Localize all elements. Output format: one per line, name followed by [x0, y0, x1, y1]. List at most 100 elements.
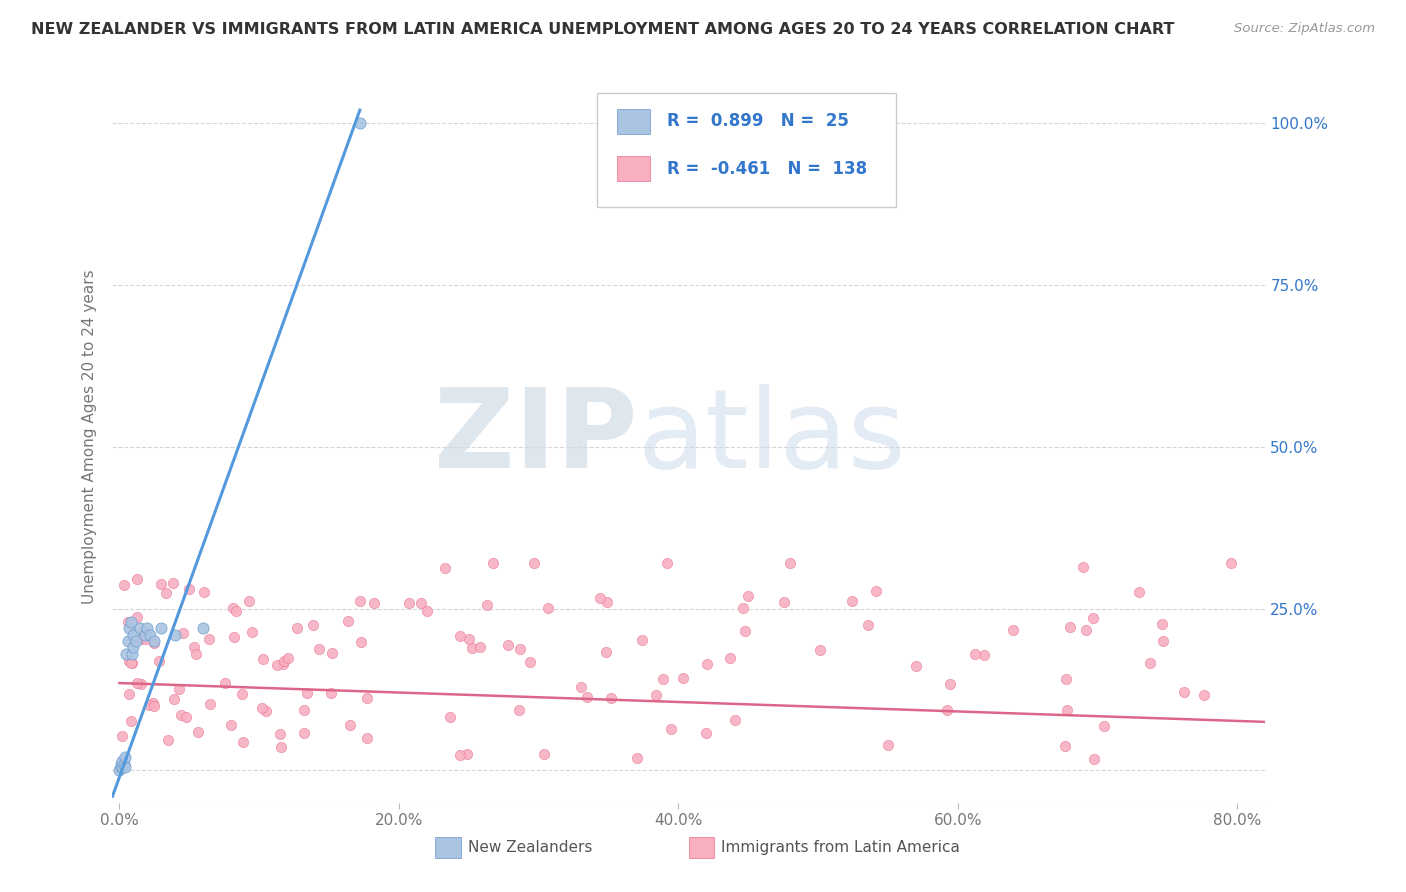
Point — [589, 591, 612, 605]
Text: NEW ZEALANDER VS IMMIGRANTS FROM LATIN AMERICA UNEMPLOYMENT AMONG AGES 20 TO 24 : NEW ZEALANDER VS IMMIGRANTS FROM LATIN A… — [31, 22, 1174, 37]
Point — [1194, 688, 1216, 702]
Point — [841, 594, 863, 608]
Point — [200, 697, 222, 711]
Point — [1083, 752, 1105, 766]
Point — [136, 621, 159, 635]
Point — [409, 596, 432, 610]
Point — [111, 729, 134, 743]
Point — [477, 599, 499, 613]
Point — [569, 680, 592, 694]
Point — [356, 731, 378, 746]
Point — [183, 640, 205, 655]
Point — [111, 754, 134, 768]
Text: Immigrants from Latin America: Immigrants from Latin America — [721, 840, 960, 855]
Point — [319, 685, 342, 699]
Point — [1059, 620, 1081, 634]
Point — [269, 727, 291, 741]
Point — [1054, 672, 1077, 686]
Point — [193, 621, 215, 635]
Point — [115, 647, 138, 661]
Point — [651, 672, 673, 686]
Point — [238, 594, 260, 608]
Point — [434, 561, 457, 575]
Point — [155, 586, 177, 600]
Point — [321, 646, 343, 660]
Point — [596, 595, 619, 609]
Point — [808, 642, 831, 657]
Point — [134, 627, 156, 641]
Point — [349, 594, 371, 608]
Point — [129, 632, 152, 646]
Bar — [617, 109, 650, 134]
Point — [184, 647, 207, 661]
Point — [129, 677, 152, 691]
Point — [150, 621, 173, 635]
Point — [127, 572, 149, 586]
Point — [1173, 685, 1195, 699]
Point — [363, 596, 385, 610]
Point — [1092, 719, 1115, 733]
Point — [252, 652, 274, 666]
Point — [222, 630, 245, 644]
Point — [523, 557, 546, 571]
Point — [1139, 656, 1161, 670]
Point — [661, 723, 683, 737]
Point — [122, 627, 145, 641]
Point — [231, 688, 253, 702]
Point — [533, 747, 555, 761]
Point — [631, 632, 654, 647]
Point — [193, 584, 215, 599]
Point — [117, 615, 139, 630]
Point — [165, 627, 187, 641]
Point — [356, 690, 378, 705]
Point — [935, 703, 957, 717]
Point — [142, 636, 165, 650]
Point — [772, 595, 794, 609]
Point — [142, 696, 165, 710]
Point — [349, 116, 371, 130]
Point — [254, 704, 277, 718]
Point — [1220, 557, 1243, 571]
Point — [718, 650, 741, 665]
Point — [110, 756, 132, 771]
Point — [125, 610, 148, 624]
Point — [143, 698, 166, 713]
Point — [938, 677, 960, 691]
Point — [734, 624, 756, 638]
Point — [695, 726, 717, 740]
Point — [214, 675, 236, 690]
Point — [1150, 617, 1173, 632]
Point — [117, 634, 139, 648]
Point — [187, 724, 209, 739]
Point — [496, 638, 519, 652]
Point — [225, 604, 247, 618]
Point — [121, 656, 143, 670]
Point — [696, 657, 718, 671]
Point — [285, 621, 308, 635]
Point — [250, 701, 273, 715]
Point — [129, 621, 152, 635]
Point — [121, 647, 143, 661]
Point — [336, 614, 359, 628]
Point — [266, 657, 288, 672]
Point — [599, 691, 621, 706]
Point — [779, 557, 801, 571]
Point — [731, 601, 754, 615]
Text: R =  0.899   N =  25: R = 0.899 N = 25 — [666, 112, 849, 130]
Bar — [436, 838, 461, 858]
Point — [139, 627, 162, 641]
Text: ZIP: ZIP — [433, 384, 637, 491]
Point — [1152, 634, 1174, 648]
Point — [177, 582, 200, 596]
Point — [856, 617, 879, 632]
Point — [112, 578, 135, 592]
Point — [449, 628, 471, 642]
Point — [292, 726, 315, 740]
Point — [118, 621, 141, 635]
Point — [114, 750, 136, 764]
Point — [877, 739, 900, 753]
Point — [162, 575, 184, 590]
Point — [240, 625, 263, 640]
Point — [672, 671, 695, 685]
Point — [114, 760, 136, 774]
